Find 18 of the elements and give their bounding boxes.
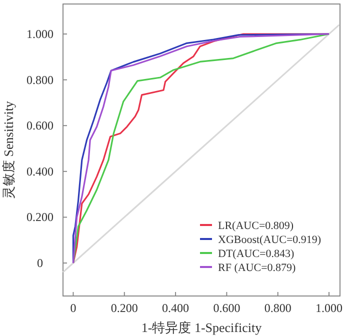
- legend-label: LR(AUC=0.809): [218, 220, 294, 232]
- y-tick-label: 0.200: [26, 210, 54, 224]
- y-tick-label: 0.400: [26, 164, 54, 178]
- x-tick-label: 0.600: [213, 301, 240, 315]
- y-tick-label: 1.000: [26, 27, 54, 41]
- x-tick-label: 1.000: [316, 301, 342, 315]
- y-tick-label: 0.600: [26, 118, 54, 133]
- x-tick-label: 0.400: [162, 301, 190, 315]
- y-axis-title: 灵敏度 Sensitivity: [1, 100, 16, 199]
- y-tick-label: 0.800: [26, 72, 54, 87]
- x-tick-label: 0: [70, 301, 76, 315]
- y-tick-label: 0: [37, 256, 43, 270]
- legend-label: XGBoost(AUC=0.919): [218, 234, 322, 246]
- legend-label: RF (AUC=0.879): [218, 262, 296, 274]
- legend-label: DT(AUC=0.843): [218, 248, 295, 260]
- x-tick-label: 0.200: [110, 301, 138, 315]
- x-tick-label: 0.800: [264, 301, 292, 315]
- x-axis-title: 1-特异度 1-Specificity: [141, 320, 262, 335]
